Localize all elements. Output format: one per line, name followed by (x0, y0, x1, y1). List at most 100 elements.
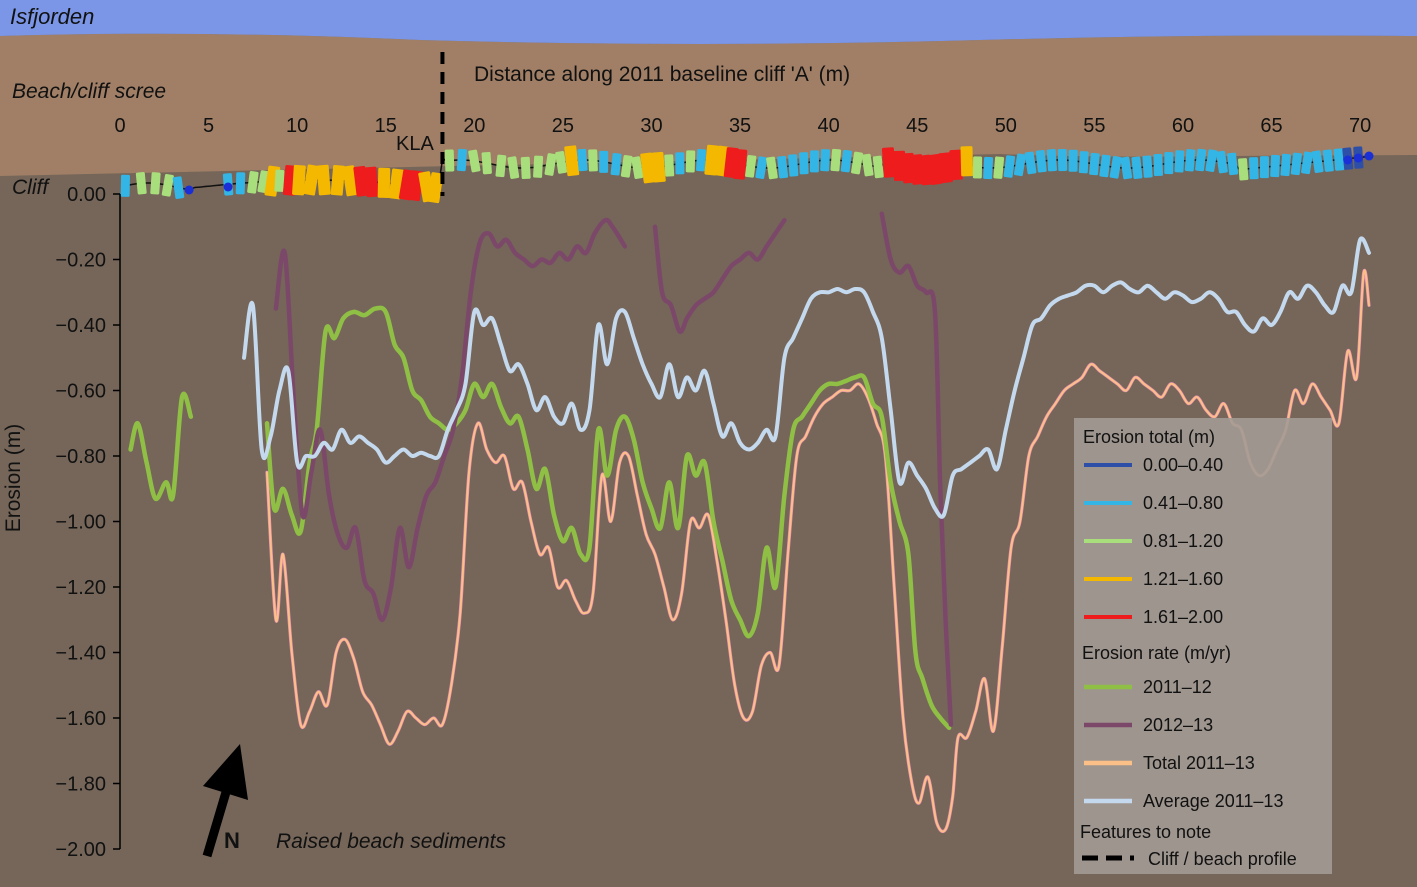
y-tick-label: −0.60 (55, 381, 106, 403)
x-tick-label: 45 (906, 115, 928, 137)
cliff-segment (1068, 149, 1078, 172)
cliff-segment (507, 156, 520, 179)
series-line-2012-13 (879, 211, 954, 727)
cliff-segment (150, 172, 161, 195)
cliff-segment (696, 149, 707, 172)
cliff-segment (664, 154, 675, 177)
y-tick-label: −1.80 (55, 774, 106, 796)
cliff-segment (444, 149, 455, 172)
cliff-segment (303, 164, 320, 196)
cliff-segment (377, 167, 391, 198)
cliff-segment (1301, 151, 1313, 175)
cliff-segment (1078, 151, 1089, 174)
cliff-segment (927, 154, 943, 186)
x-tick-label: 40 (818, 115, 840, 137)
x-axis-title: Distance along 2011 baseline cliff 'A' (… (474, 63, 850, 86)
north-label: N (224, 828, 240, 853)
legend-total-label: 0.41–0.80 (1143, 493, 1223, 513)
cliff-segment (732, 148, 748, 180)
x-tick-label: 50 (995, 115, 1017, 137)
cliff-point (184, 185, 194, 195)
cliff-segment (1259, 156, 1270, 179)
legend-rate-label: Total 2011–13 (1143, 753, 1255, 773)
cliff-segment (533, 155, 544, 178)
x-tick-label: 15 (375, 115, 397, 137)
series-line-2011-12 (128, 391, 194, 502)
x-tick-label: 55 (1083, 115, 1105, 137)
x-tick-label: 10 (286, 115, 308, 137)
cliff-segment (353, 165, 369, 197)
cliff-segment (799, 152, 809, 175)
legend: Erosion total (m) 0.00–0.40 0.41–0.80 0.81… (1074, 418, 1332, 874)
cliff-segment (1153, 153, 1163, 177)
cliff-segment (555, 151, 568, 174)
cliff-segment (588, 149, 598, 172)
north-arrow: N (202, 744, 248, 858)
cliff-segment (1131, 156, 1143, 180)
cliff-segment (599, 150, 609, 173)
cliff-segment (1205, 149, 1218, 173)
cliff-segment (881, 147, 896, 178)
cliff-point (1343, 155, 1353, 165)
series-line-average-2011-13 (242, 236, 1371, 519)
legend-feature-label: Cliff / beach profile (1148, 849, 1297, 869)
series-line-2012-13 (652, 217, 787, 334)
cliff-segment (1174, 150, 1185, 173)
cliff-segment (1270, 154, 1280, 178)
cliff-segment (1099, 154, 1111, 178)
cliff-segment (1238, 158, 1249, 181)
cliff-segment (745, 155, 757, 178)
legend-total-label: 1.21–1.60 (1143, 569, 1223, 589)
cliff-segment (766, 156, 778, 180)
cliff-segment (1046, 149, 1058, 172)
cliff-segment (364, 166, 379, 198)
cliff-segment (1089, 152, 1100, 176)
legend-box (1074, 418, 1332, 874)
x-tick-label: 0 (114, 115, 125, 137)
cliff-segment (685, 150, 696, 173)
sea-label: Isfjorden (10, 4, 94, 29)
cliff-point (223, 182, 233, 192)
cliff-segment (620, 154, 633, 178)
cliff-segment (788, 154, 799, 177)
cliff-segment (161, 173, 174, 197)
cliff-segment (1057, 148, 1068, 172)
cliff-segment (949, 149, 964, 181)
cliff-segment (861, 153, 874, 177)
cliff-segment (983, 156, 994, 180)
cliff-segment (1109, 155, 1122, 179)
x-tick-label: 70 (1349, 115, 1371, 137)
cliff-point (1364, 151, 1374, 161)
legend-rate-label: 2011–12 (1143, 677, 1212, 697)
cliff-segment (172, 176, 185, 199)
x-tick-label: 20 (463, 115, 485, 137)
cliff-segment (631, 156, 644, 180)
cliff-segment (1013, 153, 1027, 177)
cliff-segment (577, 148, 588, 172)
legend-rate-label: Average 2011–13 (1143, 791, 1283, 811)
cliff-segment (274, 169, 285, 192)
cliff-segment (330, 164, 346, 196)
y-axis-title: Erosion (m) (2, 424, 25, 533)
cliff-segment (1142, 155, 1153, 178)
y-tick-label: −1.60 (55, 708, 106, 730)
cliff-segment (292, 164, 306, 196)
cliff-segment (1120, 156, 1133, 180)
cliff-segment (1024, 151, 1037, 175)
y-tick-label: −1.20 (55, 577, 106, 599)
sea-band (0, 0, 1417, 44)
cliff-segment (938, 152, 953, 184)
cliff-point (1353, 153, 1363, 163)
cliff-segment (809, 150, 820, 173)
cliff-segment (1280, 153, 1291, 177)
cliff-segment (1290, 152, 1302, 176)
kla-label: KLA (396, 133, 434, 155)
cliff-segment (640, 152, 656, 184)
beach-label: Beach/cliff scree (12, 80, 166, 103)
x-tick-label: 65 (1260, 115, 1282, 137)
legend-rate-items: 2011–12 2012–13 Total 2011–13 Average 2011–… (1084, 677, 1283, 811)
cliff-segment (427, 172, 444, 204)
cliff-line (120, 144, 1374, 204)
cliff-label: Cliff (12, 176, 50, 199)
